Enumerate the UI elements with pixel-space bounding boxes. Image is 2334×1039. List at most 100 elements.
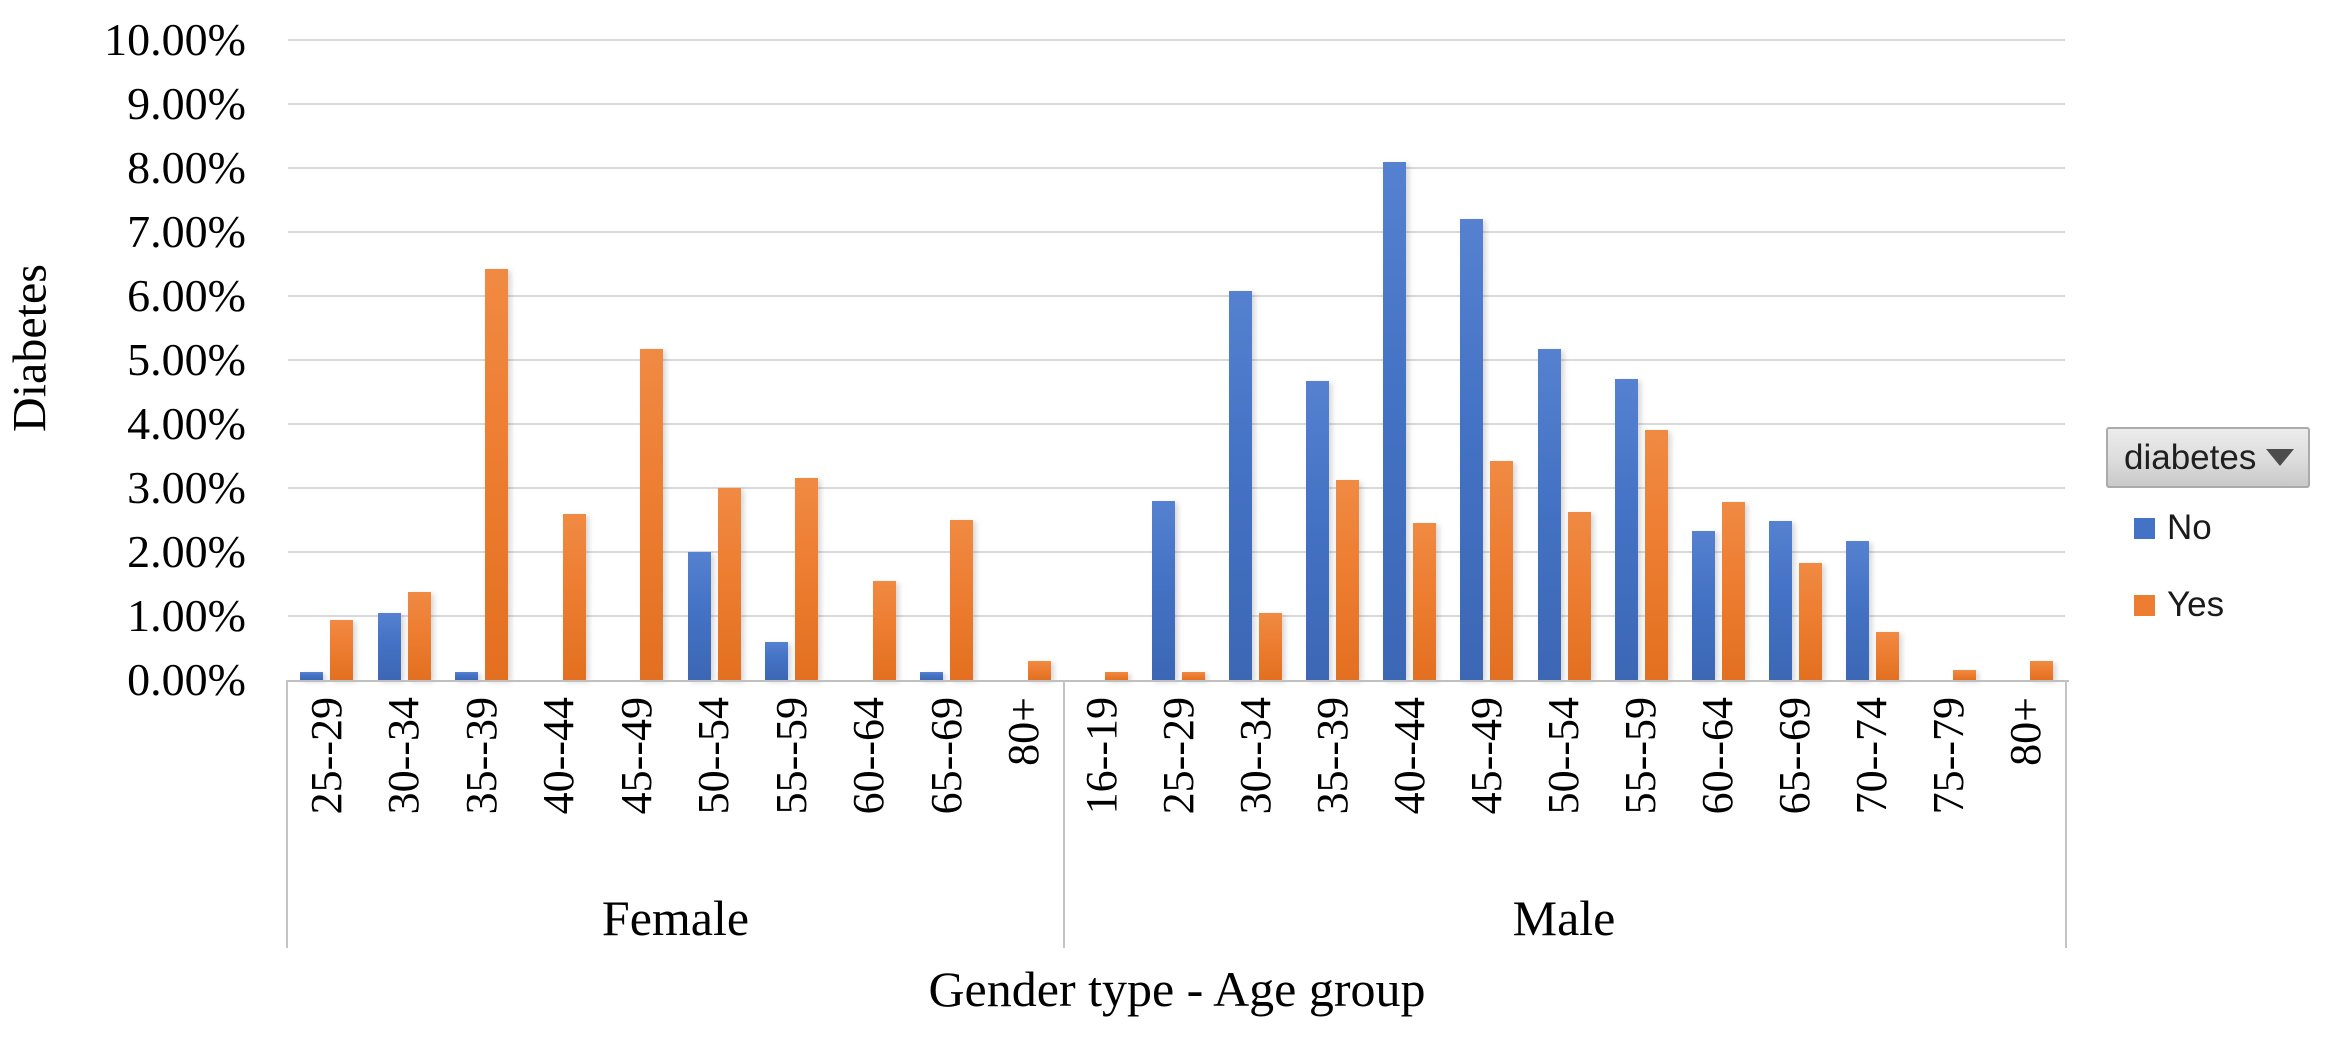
x-tick-label: 25--29 [1154, 697, 1203, 815]
diabetes-field-dropdown-button[interactable]: diabetes [2106, 427, 2310, 488]
bar-female-25--29-yes [330, 620, 354, 680]
gridline [288, 103, 2065, 105]
bar-male-45--49-yes [1490, 461, 1514, 680]
x-tick-label: 70--74 [1847, 697, 1896, 815]
bar-female-35--39-yes [485, 269, 509, 680]
bar-female-25--29-no [300, 672, 324, 680]
x-tick-label: 60--64 [844, 697, 893, 815]
bar-female-55--59-yes [795, 478, 819, 680]
gridline [288, 295, 2065, 297]
y-tick-label: 2.00% [127, 526, 246, 577]
triangle-down-icon [2266, 449, 2294, 466]
y-tick-label: 7.00% [127, 206, 246, 257]
y-tick-label: 8.00% [127, 142, 246, 193]
gridline [288, 39, 2065, 41]
y-tick-label: 3.00% [127, 462, 246, 513]
x-tick-label: 16--19 [1077, 697, 1126, 815]
bar-female-65--69-no [920, 672, 944, 680]
legend-swatch-yes [2134, 594, 2155, 616]
bar-female-50--54-yes [717, 488, 741, 680]
x-tick-label: 55--59 [767, 697, 816, 815]
x-tick-label: 50--54 [689, 697, 738, 815]
bar-female-60--64-yes [872, 581, 896, 680]
x-tick-label: 75--79 [1924, 697, 1973, 815]
x-tick-label: 80+ [999, 697, 1048, 766]
bar-female-80+-yes [1027, 661, 1051, 680]
gridline [288, 359, 2065, 361]
bar-male-70--74-no [1845, 541, 1869, 680]
category-divider-line [2065, 680, 2067, 948]
bar-male-35--39-no [1306, 381, 1330, 680]
bar-female-40--44-yes [562, 514, 586, 680]
bar-male-80+-yes [2029, 661, 2053, 680]
x-tick-label: 30--34 [1231, 697, 1280, 815]
category-divider-line [286, 680, 288, 948]
bar-male-25--29-no [1152, 501, 1176, 680]
bar-male-30--34-yes [1259, 613, 1283, 680]
bar-male-40--44-no [1383, 162, 1407, 680]
x-axis-title: Gender type - Age group [928, 961, 1426, 1017]
y-tick-label: 1.00% [127, 590, 246, 641]
bar-female-30--34-yes [407, 592, 431, 680]
bar-female-50--54-no [687, 552, 711, 680]
x-tick-label: 80+ [2001, 697, 2050, 766]
gridline [288, 423, 2065, 425]
bar-male-30--34-no [1229, 291, 1253, 680]
bar-male-60--64-no [1691, 531, 1715, 680]
gridline [288, 551, 2065, 553]
gridline [288, 167, 2065, 169]
y-tick-label: 0.00% [127, 654, 246, 705]
bar-female-55--59-no [765, 642, 789, 680]
bar-male-75--79-yes [1952, 670, 1976, 680]
x-tick-label: 45--49 [1462, 697, 1511, 815]
x-tick-label: 60--64 [1693, 697, 1742, 815]
bar-male-65--69-yes [1798, 563, 1822, 680]
legend-label-yes: Yes [2167, 585, 2225, 624]
bar-female-65--69-yes [950, 520, 974, 680]
x-tick-label: 40--44 [1385, 697, 1434, 815]
gender-group-label: Female [601, 890, 750, 946]
bar-male-60--64-yes [1721, 502, 1745, 680]
x-tick-label: 25--29 [302, 697, 351, 815]
x-tick-label: 50--54 [1539, 697, 1588, 815]
x-tick-label: 35--39 [1308, 697, 1357, 815]
legend-swatch-no [2134, 517, 2155, 539]
bar-male-55--59-no [1614, 379, 1638, 680]
x-tick-label: 35--39 [457, 697, 506, 815]
bar-male-50--54-yes [1567, 512, 1591, 680]
y-tick-label: 9.00% [127, 78, 246, 129]
bar-male-40--44-yes [1413, 523, 1437, 680]
bar-male-50--54-no [1537, 349, 1561, 680]
x-tick-label: 40--44 [534, 697, 583, 815]
gender-group-label: Male [1512, 890, 1616, 946]
legend-entry-yes: Yes [2134, 584, 2224, 626]
x-axis-line [288, 680, 2069, 682]
bar-male-45--49-no [1460, 219, 1484, 680]
bar-female-35--39-no [455, 672, 479, 680]
gridline [288, 231, 2065, 233]
bar-female-30--34-no [377, 613, 401, 680]
legend-label-no: No [2167, 508, 2212, 547]
bar-male-25--29-yes [1182, 672, 1206, 680]
x-tick-label: 55--59 [1616, 697, 1665, 815]
bar-male-65--69-no [1768, 521, 1792, 680]
x-tick-label: 65--69 [922, 697, 971, 815]
legend-entry-no: No [2134, 507, 2212, 549]
y-tick-label: 6.00% [127, 270, 246, 321]
y-tick-label: 4.00% [127, 398, 246, 449]
bar-female-45--49-yes [640, 349, 664, 680]
bar-male-70--74-yes [1875, 632, 1899, 680]
bar-male-55--59-yes [1644, 430, 1668, 680]
gridline [288, 487, 2065, 489]
x-tick-label: 30--34 [379, 697, 428, 815]
gridline [288, 615, 2065, 617]
y-tick-label: 5.00% [127, 334, 246, 385]
diabetes-field-label: diabetes [2124, 437, 2257, 477]
bar-male-16--19-yes [1105, 672, 1129, 680]
x-tick-label: 65--69 [1770, 697, 1819, 815]
x-tick-label: 45--49 [612, 697, 661, 815]
bar-male-35--39-yes [1336, 480, 1360, 680]
category-divider-line [1063, 680, 1065, 948]
y-tick-label: 10.00% [104, 14, 246, 65]
